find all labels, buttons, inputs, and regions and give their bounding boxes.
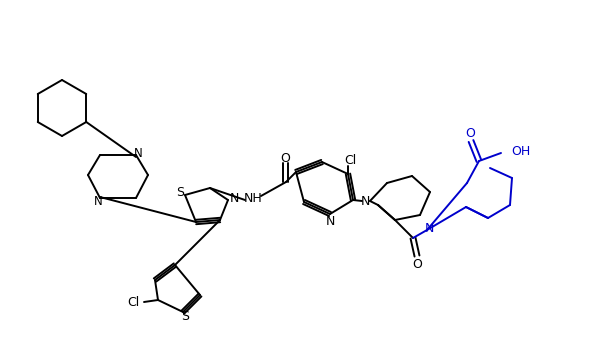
Text: N: N [94,195,102,207]
Text: S: S [176,186,184,198]
Text: N: N [133,146,142,160]
Text: O: O [465,126,475,140]
Text: Cl: Cl [344,154,356,166]
Text: N: N [425,221,434,235]
Text: NH: NH [243,191,263,205]
Text: N: N [325,215,335,227]
Text: Cl: Cl [128,297,140,310]
Text: N: N [361,195,370,207]
Text: O: O [280,151,290,165]
Text: S: S [181,311,189,323]
Text: N: N [229,191,239,205]
Text: OH: OH [511,145,530,157]
Text: O: O [412,257,422,271]
